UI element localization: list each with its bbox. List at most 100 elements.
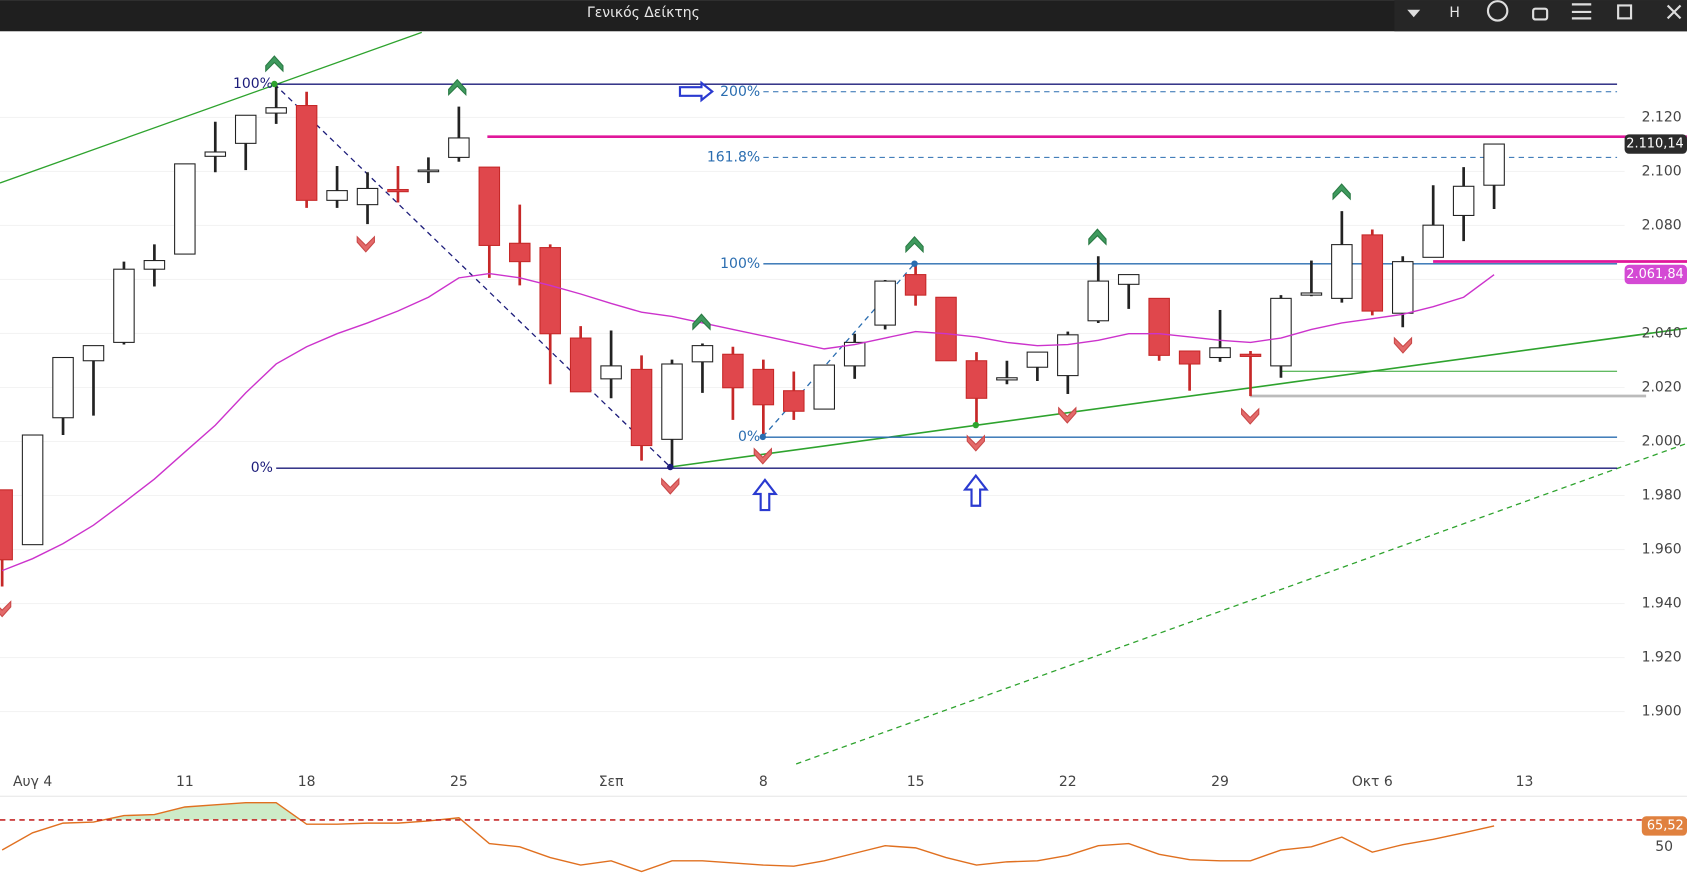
candle-body	[904, 274, 927, 296]
indicator-line	[1, 801, 1495, 873]
ma-tag: 2.061,84	[1626, 267, 1683, 282]
candle-body	[234, 114, 257, 144]
candle-body	[843, 341, 866, 367]
y-tick-label: 1.940	[1642, 596, 1682, 612]
signals	[0, 55, 1413, 618]
toolbar-h[interactable]: H	[1449, 5, 1460, 21]
last-price-tag-bg	[1624, 134, 1687, 154]
menu-icon[interactable]	[1571, 3, 1592, 20]
y-tick-label: 2.080	[1642, 217, 1682, 233]
indicator: 50 65,52	[0, 801, 1687, 873]
candle-body	[417, 169, 440, 173]
candle-body	[295, 105, 318, 201]
candle-body	[1452, 185, 1475, 216]
candle-body	[82, 345, 105, 362]
indicator-tag-bg	[1641, 816, 1687, 836]
x-tick-label: 25	[450, 774, 468, 790]
trend-line	[795, 442, 1687, 765]
candle-body	[387, 188, 409, 193]
grid	[0, 116, 1625, 713]
close-icon[interactable]	[1666, 4, 1682, 20]
candle-body	[1483, 143, 1505, 186]
candle-body	[21, 434, 44, 546]
ma-tag-bg	[1624, 264, 1687, 285]
candle-body	[1422, 224, 1444, 258]
candle-body	[1391, 261, 1414, 314]
candle-body	[1209, 347, 1231, 359]
candle-body	[1148, 297, 1170, 356]
axes: 1.900 1.920 1.940 1.960 1.980 2.000 2.020 2.040…	[13, 109, 1687, 790]
toolbar-buttons	[1394, 0, 1687, 32]
candle-body	[113, 268, 135, 343]
candle-body	[691, 345, 714, 363]
arrow-marker	[678, 80, 714, 103]
x-tick-label: 11	[176, 774, 194, 790]
candle-body	[0, 489, 13, 561]
window-title: Γενικός Δείκτης	[587, 5, 700, 21]
candle-body	[52, 356, 74, 419]
y-tick-label: 1.960	[1642, 542, 1682, 558]
candle-body	[1026, 351, 1049, 368]
candle-body	[1057, 334, 1079, 377]
anchor-dot	[911, 260, 918, 267]
trend-line	[670, 327, 1687, 468]
x-tick-label: 13	[1516, 774, 1534, 790]
candle-body	[1331, 244, 1353, 299]
candle-body	[813, 364, 836, 410]
candle-body	[265, 107, 287, 114]
anchor-dot	[759, 433, 767, 441]
quote-icon[interactable]	[1486, 0, 1509, 22]
candle-body	[661, 363, 683, 440]
toolbar: Γενικός Δείκτης H	[0, 0, 1687, 32]
fib-extension-label: 0%	[738, 429, 760, 445]
y-tick-label: 1.900	[1642, 704, 1682, 720]
x-tick-label: 18	[298, 774, 316, 790]
candle-body	[1087, 280, 1110, 322]
candle-body	[1178, 350, 1201, 365]
fib-extension-label: 200%	[720, 84, 760, 100]
candle-body	[630, 368, 653, 447]
y-tick-label: 2.020	[1642, 379, 1682, 395]
candles	[0, 84, 1505, 587]
fibonacci: 100% 0% 200% 161.8% 100% 0%	[233, 76, 1618, 476]
candle-body	[752, 368, 775, 406]
anchor-dot	[667, 463, 674, 471]
candle-body	[722, 353, 744, 389]
fib-retracement-label: 100%	[233, 76, 273, 92]
candle-body	[539, 247, 561, 335]
candle-body	[600, 365, 622, 380]
dropdown-icon[interactable]	[1407, 9, 1421, 18]
candle-body	[569, 337, 592, 393]
candle-body	[174, 163, 196, 255]
y-tick-label: 50	[1655, 839, 1673, 855]
window-icon[interactable]	[1617, 4, 1633, 20]
fib-extension-label: 161.8%	[707, 149, 760, 165]
x-tick-label: 8	[759, 774, 768, 790]
lock-icon[interactable]	[1532, 7, 1549, 21]
candle-body	[448, 137, 470, 158]
x-tick-label: 15	[907, 774, 925, 790]
y-tick-label: 2.040	[1642, 325, 1682, 341]
moving-average	[1, 272, 1495, 572]
x-tick-label: 29	[1211, 774, 1229, 790]
candle-body	[1300, 292, 1323, 296]
x-tick-label: Οκτ 6	[1352, 774, 1393, 790]
candle-body	[783, 390, 805, 412]
candle-body	[1361, 234, 1384, 312]
candle-body	[509, 242, 531, 263]
y-tick-label: 1.920	[1642, 650, 1682, 666]
candle-body	[874, 280, 896, 326]
anchor-dot	[972, 421, 980, 429]
y-tick-label: 2.100	[1642, 163, 1682, 179]
fib-retracement-label: 0%	[251, 460, 273, 476]
candle-body	[326, 190, 348, 201]
x-tick-label: Αυγ 4	[13, 774, 52, 790]
x-tick-label: Σεπ	[599, 774, 624, 790]
candle-body	[996, 377, 1018, 381]
last-price-tag: 2.110,14	[1626, 137, 1683, 152]
candle-body	[478, 166, 501, 246]
candle-body	[356, 187, 379, 206]
